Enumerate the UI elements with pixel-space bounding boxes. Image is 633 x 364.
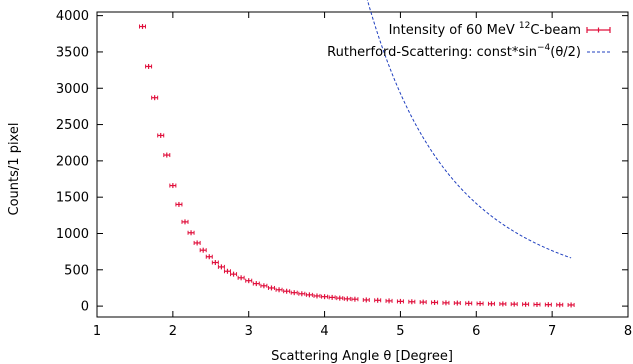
data-point: [545, 302, 551, 307]
data-point: [291, 290, 297, 295]
x-axis-title: Scattering Angle θ [Degree]: [271, 349, 453, 364]
data-point: [246, 278, 252, 283]
x-tick-label: 1: [93, 324, 101, 339]
data-point: [140, 24, 146, 29]
data-point: [253, 281, 259, 286]
data-point: [314, 293, 320, 298]
data-point: [466, 301, 472, 306]
data-point: [268, 285, 274, 290]
data-point: [306, 292, 312, 297]
data-point: [182, 219, 188, 224]
y-tick-label: 4000: [56, 9, 89, 24]
data-point: [409, 299, 415, 304]
data-point: [152, 95, 158, 100]
data-point: [432, 300, 438, 305]
data-point: [375, 298, 381, 303]
data-point: [284, 289, 290, 294]
data-point: [568, 302, 574, 307]
data-point: [443, 300, 449, 305]
data-point: [511, 302, 517, 307]
data-point: [557, 302, 563, 307]
y-tick-label: 0: [81, 300, 89, 315]
data-point: [206, 254, 212, 259]
data-point: [261, 283, 267, 288]
data-point: [200, 248, 206, 253]
data-point: [488, 301, 494, 306]
data-point: [386, 298, 392, 303]
data-point: [363, 297, 369, 302]
data-point: [212, 260, 218, 265]
y-tick-label: 1500: [56, 191, 89, 206]
data-point: [534, 302, 540, 307]
data-point: [176, 202, 182, 207]
y-tick-label: 2500: [56, 118, 89, 133]
x-tick-label: 4: [320, 324, 328, 339]
y-axis-title: Counts/1 pixel: [7, 123, 22, 216]
y-tick-label: 3000: [56, 82, 89, 97]
x-tick-label: 2: [169, 324, 177, 339]
data-point: [299, 291, 305, 296]
legend-label: Intensity of 60 MeV 12C-beam: [389, 21, 581, 38]
y-tick-label: 2000: [56, 154, 89, 169]
legend-swatch-points: [587, 27, 610, 33]
data-point: [188, 230, 194, 235]
data-point: [454, 301, 460, 306]
data-point: [420, 300, 426, 305]
data-point: [337, 296, 343, 301]
data-point: [238, 275, 244, 280]
data-point: [397, 299, 403, 304]
data-point: [344, 296, 350, 301]
data-point: [194, 240, 200, 245]
y-tick-label: 1000: [56, 227, 89, 242]
data-point: [158, 133, 164, 138]
x-tick-label: 5: [396, 324, 404, 339]
y-tick-label: 3500: [56, 45, 89, 60]
data-point: [146, 64, 152, 69]
data-point: [170, 183, 176, 188]
data-point: [477, 301, 483, 306]
legend: Intensity of 60 MeV 12C-beam Rutherford-S…: [327, 21, 610, 60]
data-point: [164, 153, 170, 158]
x-tick-label: 8: [624, 324, 632, 339]
data-point: [352, 297, 358, 302]
data-point: [218, 264, 224, 269]
data-point: [500, 301, 506, 306]
x-tick-label: 3: [245, 324, 253, 339]
data-point: [523, 302, 529, 307]
data-point: [276, 287, 282, 292]
x-tick-label: 6: [472, 324, 480, 339]
data-point: [329, 295, 335, 300]
x-tick-label: 7: [548, 324, 556, 339]
legend-label: Rutherford-Scattering: const*sin−4(θ/2): [327, 43, 581, 60]
data-point: [231, 272, 237, 277]
data-point: [322, 294, 328, 299]
y-tick-label: 500: [64, 263, 89, 278]
data-point: [224, 269, 230, 274]
rutherford-fit-curve: [143, 0, 572, 258]
